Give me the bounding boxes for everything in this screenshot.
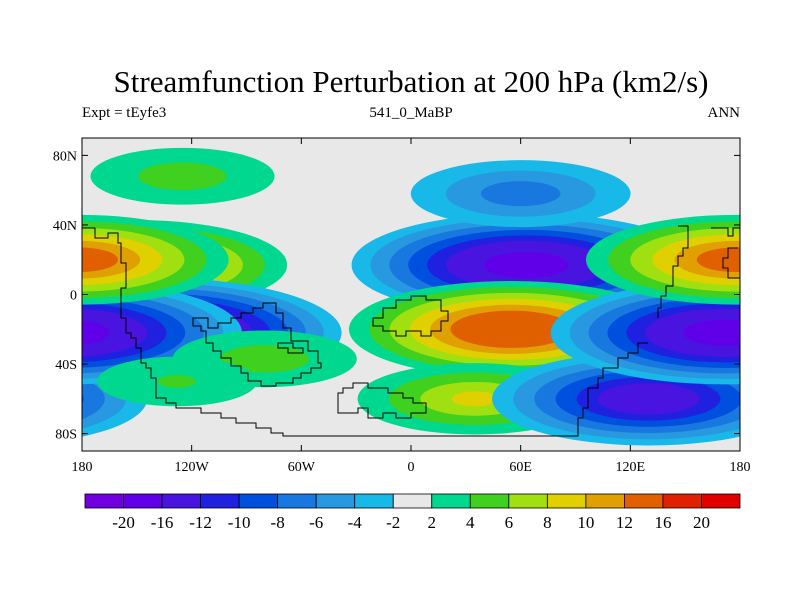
y-tick-label: 80S [55, 428, 77, 443]
axis-ticks: 180 120W 60W 0 60E 120E 180 80N 40N 0 40S 80S [53, 138, 751, 475]
colorbar-swatch [431, 493, 471, 509]
y-tick-label: 40N [53, 219, 77, 234]
colorbar-label: 8 [543, 513, 552, 532]
contour-band [82, 240, 141, 279]
colorbar-swatch [277, 493, 317, 509]
contour-band [480, 181, 561, 207]
y-tick-label: 80N [53, 149, 77, 164]
colorbar-swatch [392, 493, 433, 509]
x-tick-label: 60W [288, 460, 316, 475]
x-tick-label: 180 [730, 460, 751, 475]
left-string: Expt = tEyfe3 [82, 105, 166, 121]
colorbar-label: 2 [428, 513, 437, 532]
contour-band [696, 247, 740, 273]
contour-band [733, 256, 740, 274]
colorbar: -20 -16 -12 -10 -8 -6 -4 -2 2 4 6 8 10 12 16 20 [84, 493, 741, 532]
colorbar-label: -6 [309, 513, 323, 532]
x-tick-label: 60E [509, 460, 532, 475]
contour-band [450, 310, 573, 348]
contour-band [82, 320, 110, 346]
colorbar-label: -12 [189, 513, 212, 532]
x-tick-label: 180 [72, 460, 93, 475]
colorbar-label: 12 [616, 513, 633, 532]
colorbar-label: -16 [151, 513, 174, 532]
coastline-antarctic-land [337, 382, 427, 419]
colorbar-label: 4 [466, 513, 475, 532]
y-tick-label: 0 [70, 289, 77, 304]
colorbar-swatch [161, 493, 201, 509]
contour-band [220, 344, 309, 373]
contour-band [683, 319, 740, 346]
contour-band [82, 309, 148, 357]
x-tick-label: 120W [175, 460, 210, 475]
contour-band [483, 251, 569, 279]
colorbar-label: 10 [577, 513, 594, 532]
plot-area: 180 120W 60W 0 60E 120E 180 80N 40N 0 40S 80S [53, 137, 751, 475]
colorbar-swatch [238, 493, 279, 509]
contour-band [82, 393, 84, 405]
colorbar-label: -8 [271, 513, 285, 532]
coastlines [82, 225, 740, 437]
colorbar-swatch [508, 493, 548, 509]
center-string: 541_0_MaBP [369, 105, 452, 121]
colorbar-label: 16 [654, 513, 671, 532]
coastline-africa [372, 295, 449, 337]
coastline-south-atlantic-island [277, 342, 304, 354]
right-string: ANN [708, 105, 741, 121]
colorbar-label: 6 [505, 513, 514, 532]
coastline-western-pacific [657, 225, 740, 318]
colorbar-swatch [123, 493, 163, 509]
colorbar-swatch [546, 493, 587, 509]
contour-band [138, 162, 227, 191]
colorbar-swatch [354, 493, 394, 509]
colorbar-label: 20 [693, 513, 710, 532]
coastline-americas [82, 227, 648, 437]
x-tick-label: 120E [616, 460, 646, 475]
contour-band [82, 378, 105, 420]
colorbar-swatch [585, 493, 625, 509]
colorbar-label: -4 [348, 513, 363, 532]
y-tick-label: 40S [55, 358, 77, 373]
colorbar-label: -2 [386, 513, 400, 532]
colorbar-swatch [315, 493, 356, 509]
colorbar-label: -10 [228, 513, 251, 532]
colorbar-swatch [469, 493, 510, 509]
colorbar-label: -20 [112, 513, 135, 532]
colorbar-swatch [84, 493, 124, 509]
x-tick-label: 0 [408, 460, 415, 475]
contour-field [82, 147, 740, 446]
colorbar-swatch [701, 493, 741, 509]
contour-band [451, 391, 499, 407]
contour-band [157, 375, 197, 388]
contour-band [597, 383, 700, 415]
colorbar-swatch [624, 493, 664, 509]
chart-title: Streamfunction Perturbation at 200 hPa (… [114, 64, 709, 99]
colorbar-swatch [200, 493, 240, 509]
coastline-south-america [192, 302, 322, 387]
contour-band [82, 247, 118, 272]
colorbar-swatch [662, 493, 702, 509]
